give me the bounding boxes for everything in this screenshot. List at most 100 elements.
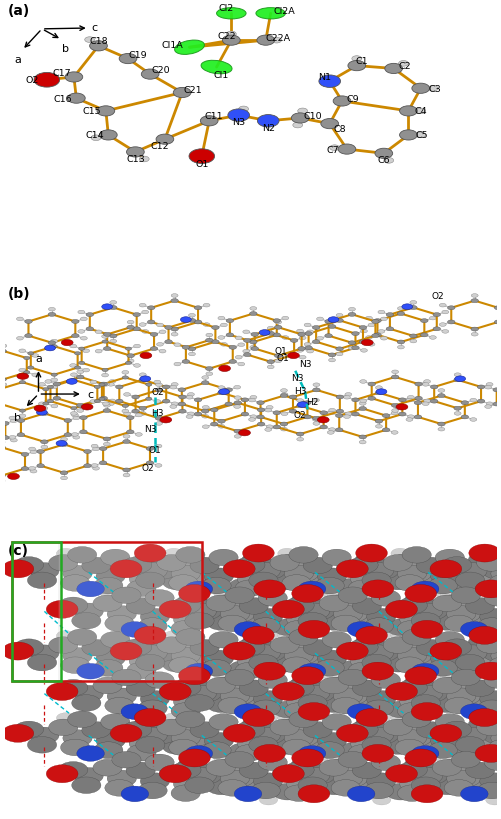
Circle shape (299, 356, 306, 360)
Circle shape (241, 717, 271, 733)
Circle shape (354, 740, 383, 756)
Circle shape (99, 447, 107, 451)
Circle shape (171, 762, 200, 778)
Circle shape (217, 391, 225, 396)
Circle shape (49, 308, 55, 311)
Circle shape (312, 341, 319, 344)
Circle shape (468, 545, 499, 563)
Circle shape (125, 362, 131, 365)
Circle shape (291, 592, 320, 609)
Circle shape (189, 640, 219, 656)
Circle shape (101, 671, 119, 681)
Circle shape (409, 306, 416, 310)
Circle shape (211, 326, 219, 330)
Circle shape (178, 410, 186, 414)
Circle shape (53, 397, 61, 400)
Circle shape (396, 341, 404, 345)
Circle shape (121, 622, 148, 637)
Circle shape (155, 383, 162, 387)
Circle shape (346, 600, 364, 610)
Circle shape (312, 417, 320, 421)
Circle shape (184, 695, 214, 712)
Circle shape (91, 464, 98, 468)
Text: Cl1A: Cl1A (161, 41, 183, 50)
Circle shape (188, 559, 207, 569)
Circle shape (182, 360, 189, 364)
Circle shape (303, 722, 332, 739)
Circle shape (336, 353, 342, 356)
Circle shape (403, 675, 433, 691)
Circle shape (237, 571, 266, 587)
Circle shape (282, 575, 311, 591)
Ellipse shape (256, 9, 285, 20)
Circle shape (133, 364, 140, 368)
Circle shape (416, 740, 445, 757)
Circle shape (475, 555, 501, 572)
Circle shape (347, 61, 365, 71)
Circle shape (446, 606, 475, 622)
Circle shape (496, 738, 501, 754)
Circle shape (123, 468, 130, 473)
Circle shape (485, 383, 492, 387)
Circle shape (487, 657, 501, 674)
Circle shape (61, 438, 67, 441)
Circle shape (413, 401, 421, 405)
Circle shape (204, 650, 233, 667)
Circle shape (178, 388, 185, 392)
Circle shape (385, 784, 414, 800)
Circle shape (374, 419, 382, 423)
Circle shape (364, 563, 393, 580)
Circle shape (103, 347, 111, 351)
Circle shape (327, 412, 334, 415)
Circle shape (464, 762, 494, 779)
Circle shape (463, 571, 492, 587)
Circle shape (217, 698, 247, 714)
Circle shape (250, 645, 280, 662)
Circle shape (290, 339, 297, 343)
Circle shape (446, 771, 475, 787)
Circle shape (0, 345, 7, 348)
Circle shape (204, 732, 233, 749)
Text: b: b (62, 44, 69, 54)
Circle shape (289, 629, 318, 645)
Circle shape (272, 619, 302, 636)
Circle shape (170, 328, 178, 332)
Circle shape (101, 714, 130, 731)
Circle shape (272, 683, 304, 701)
Circle shape (210, 423, 217, 427)
Circle shape (217, 425, 224, 428)
Circle shape (72, 613, 101, 629)
Circle shape (385, 765, 414, 781)
Text: C12: C12 (150, 142, 169, 151)
Text: C4: C4 (414, 107, 426, 116)
Circle shape (387, 637, 417, 654)
Circle shape (101, 631, 130, 648)
Circle shape (324, 677, 353, 694)
Circle shape (29, 447, 36, 451)
Circle shape (382, 637, 412, 654)
Circle shape (122, 405, 128, 408)
Circle shape (235, 722, 265, 738)
Circle shape (394, 657, 423, 674)
Circle shape (500, 554, 501, 572)
Circle shape (173, 363, 180, 366)
Circle shape (277, 549, 296, 559)
Bar (59, 542, 201, 681)
Ellipse shape (174, 41, 204, 56)
Circle shape (364, 645, 393, 662)
Circle shape (168, 575, 198, 591)
Circle shape (483, 713, 501, 723)
Circle shape (299, 337, 306, 340)
Circle shape (203, 304, 209, 308)
Circle shape (336, 642, 368, 660)
Circle shape (217, 317, 224, 320)
Circle shape (72, 777, 101, 794)
Circle shape (463, 627, 482, 637)
Circle shape (65, 73, 83, 83)
Circle shape (414, 668, 433, 679)
Circle shape (145, 590, 174, 606)
Circle shape (484, 794, 501, 805)
Circle shape (61, 477, 67, 480)
Circle shape (60, 471, 68, 475)
Circle shape (96, 650, 125, 667)
